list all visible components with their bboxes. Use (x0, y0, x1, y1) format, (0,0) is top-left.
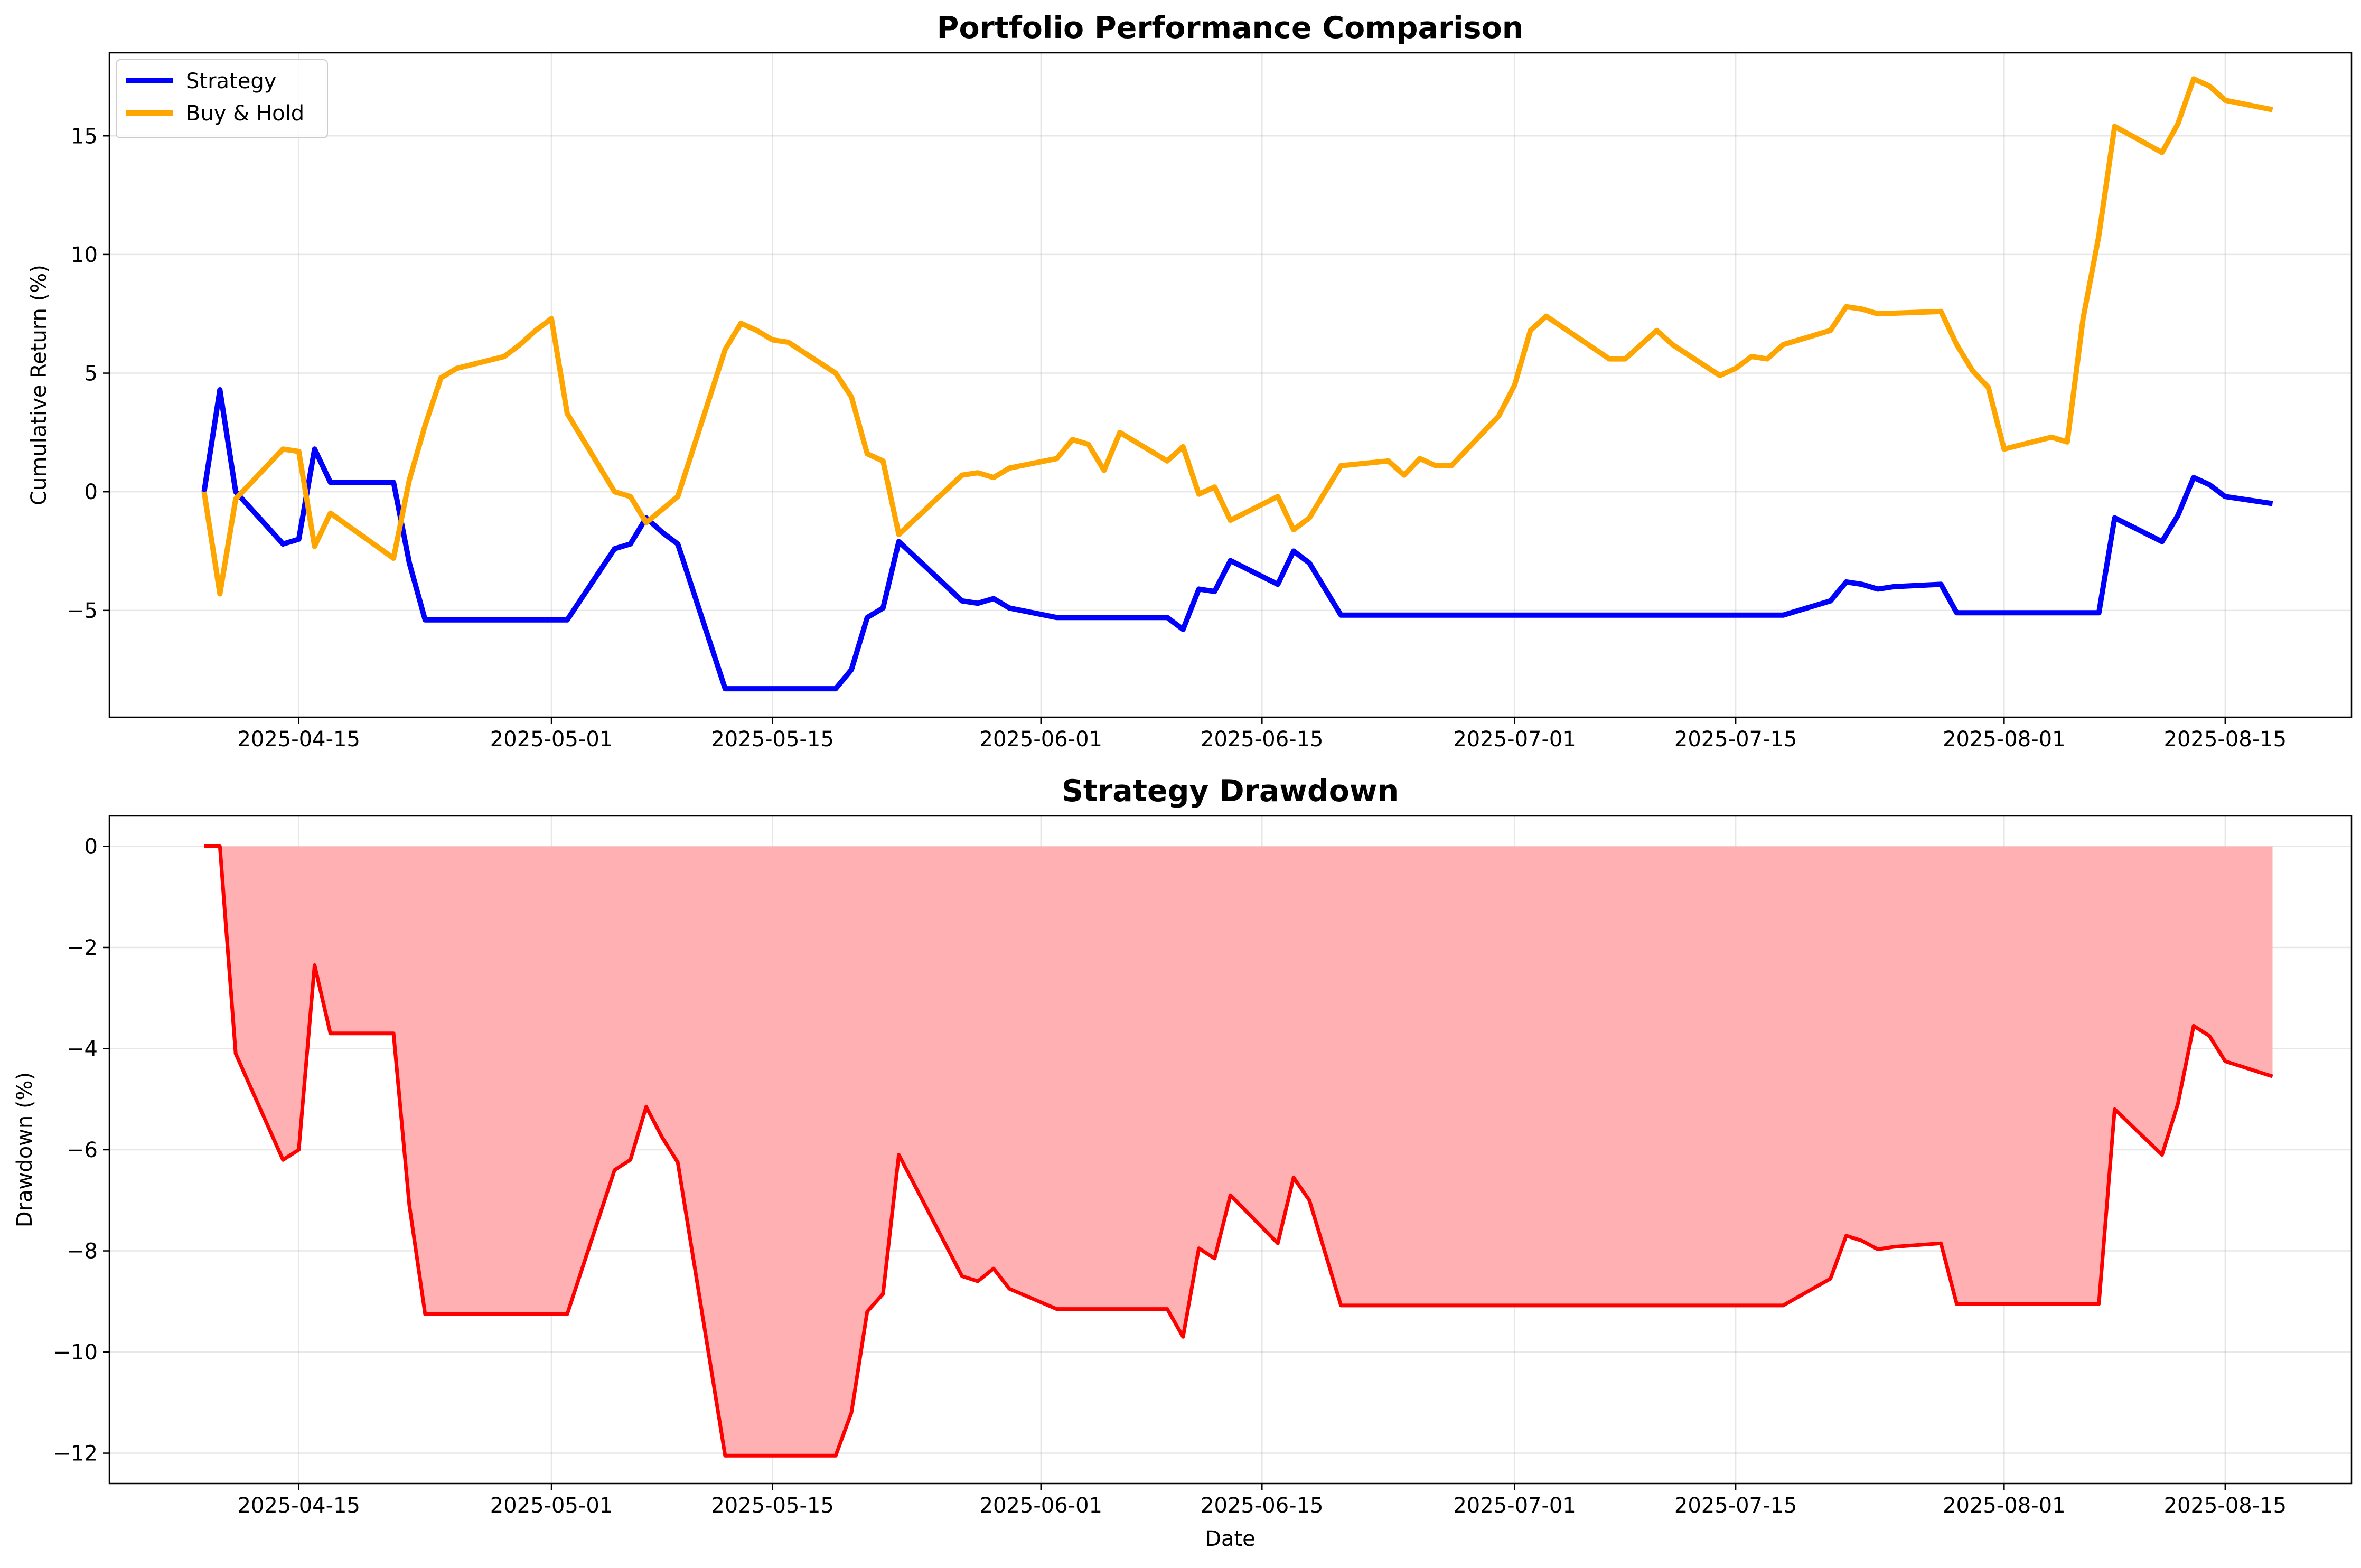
performance-y-axis: −5 0 5 10 15 (67, 124, 109, 623)
x-tick-label: 2025-08-15 (2164, 727, 2287, 752)
x-tick-label: 2025-04-15 (237, 1494, 360, 1518)
strategy-series-line (201, 387, 2273, 692)
drawdown-y-axis: −12 −10 −8 −6 −4 −2 0 (53, 834, 109, 1466)
y-tick-label: 15 (71, 124, 98, 148)
x-tick-label: 2025-08-01 (1943, 727, 2065, 752)
drawdown-area-fill (204, 846, 2273, 1456)
performance-series (201, 76, 2273, 692)
performance-plot-frame (108, 52, 2353, 718)
y-tick-label: −4 (67, 1037, 98, 1061)
y-tick-label: −8 (67, 1240, 98, 1264)
x-tick-label: 2025-07-01 (1453, 1494, 1576, 1518)
y-tick-label: 5 (85, 362, 98, 386)
buy-hold-series-line (201, 76, 2273, 597)
x-tick-label: 2025-05-15 (711, 727, 833, 752)
x-tick-label: 2025-04-15 (237, 727, 360, 752)
x-tick-label: 2025-05-01 (490, 727, 613, 752)
x-tick-label: 2025-07-01 (1453, 727, 1576, 752)
x-tick-label: 2025-07-15 (1674, 727, 1797, 752)
drawdown-chart: 2025-04-15 2025-05-01 2025-05-15 2025-06-01… (13, 774, 2353, 1551)
drawdown-chart-title: Strategy Drawdown (1062, 774, 1399, 809)
x-tick-label: 2025-07-15 (1674, 1494, 1797, 1518)
drawdown-x-axis: 2025-04-15 2025-05-01 2025-05-15 2025-06-01… (237, 1484, 2287, 1518)
y-tick-label: −6 (67, 1138, 98, 1162)
x-tick-label: 2025-06-01 (980, 727, 1102, 752)
y-tick-label: −5 (67, 599, 98, 623)
y-tick-label: −10 (53, 1340, 98, 1365)
performance-x-axis: 2025-04-15 2025-05-01 2025-05-15 2025-06-01… (237, 717, 2287, 752)
performance-y-axis-label: Cumulative Return (%) (27, 265, 51, 505)
drawdown-series-line (204, 844, 2273, 1458)
y-tick-label: −2 (67, 936, 98, 960)
drawdown-series (204, 844, 2273, 1458)
legend-label-buy-hold: Buy & Hold (186, 101, 304, 126)
x-tick-label: 2025-06-15 (1201, 727, 1323, 752)
x-tick-label: 2025-06-01 (980, 1494, 1102, 1518)
y-tick-label: 10 (71, 243, 98, 267)
y-tick-label: −12 (53, 1442, 98, 1466)
y-tick-label: 0 (85, 480, 98, 504)
x-tick-label: 2025-06-15 (1201, 1494, 1323, 1518)
drawdown-x-axis-label: Date (1205, 1527, 1256, 1551)
x-tick-label: 2025-08-15 (2164, 1494, 2287, 1518)
x-tick-label: 2025-05-15 (711, 1494, 833, 1518)
performance-chart: 2025-04-15 2025-05-01 2025-05-15 2025-06-01… (27, 11, 2353, 752)
drawdown-fills (204, 846, 2273, 1456)
drawdown-y-axis-label: Drawdown (%) (13, 1072, 37, 1227)
x-tick-label: 2025-05-01 (490, 1494, 613, 1518)
legend-label-strategy: Strategy (186, 69, 276, 93)
performance-chart-title: Portfolio Performance Comparison (937, 11, 1524, 45)
x-tick-label: 2025-08-01 (1943, 1494, 2065, 1518)
performance-legend: Strategy Buy & Hold (116, 59, 328, 138)
y-tick-label: 0 (85, 834, 98, 859)
